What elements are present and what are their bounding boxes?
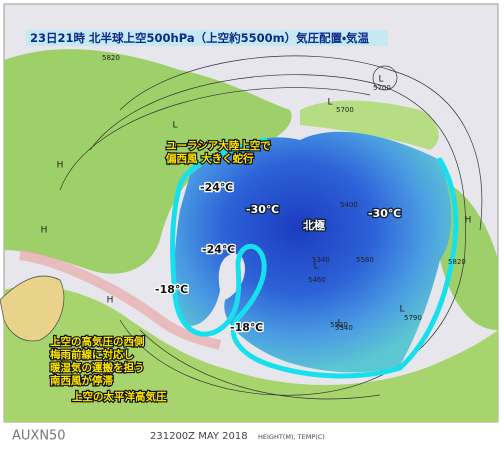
pole-label: 北極	[303, 218, 326, 232]
high-pressure-area	[0, 275, 65, 342]
jet-stream	[170, 137, 459, 379]
pressure-mark: L	[172, 121, 177, 131]
pressure-mark: H	[465, 216, 472, 226]
contours	[59, 55, 483, 400]
contour-label: 5790	[404, 314, 422, 322]
contour-label: 5580	[356, 256, 374, 264]
contour-label: 5340	[312, 256, 330, 264]
pressure-mark: H	[57, 161, 64, 171]
pressure-mark: L	[399, 305, 404, 315]
temperature-label: -18℃	[230, 321, 263, 334]
temperature-label: -24℃	[200, 181, 233, 194]
annotation-text: 南西風が停滞	[50, 374, 113, 387]
title: 23日21時 北半球上空500hPa（上空約5500m）気圧配置・気温	[30, 31, 369, 45]
land	[300, 100, 439, 150]
contour-label: 5400	[340, 201, 358, 209]
pressure-mark: H	[41, 226, 48, 236]
contour-line	[89, 74, 467, 396]
annotation-text: 梅雨前線に対応し	[50, 348, 134, 361]
annotation-text: 偏西風 大きく蛇行	[165, 152, 254, 165]
pressure-mark: L	[313, 262, 318, 272]
pressure-mark: L	[378, 75, 383, 85]
annotation-text: 暖湿気の運搬を担う	[50, 361, 145, 374]
contour-label: 5820	[102, 54, 120, 62]
contour-label: 5820	[448, 258, 466, 266]
pressure-mark: H	[107, 296, 114, 306]
southwest-flow	[19, 250, 222, 350]
contour-label: 5460	[308, 276, 326, 284]
contour-line	[119, 55, 483, 231]
annotation-text: 上空の高気圧の西側	[50, 335, 145, 348]
contour-line	[372, 65, 398, 91]
contour-label: 5700	[336, 106, 354, 114]
land	[4, 49, 292, 274]
pressure-mark: L	[327, 98, 332, 108]
contour-line	[59, 87, 371, 191]
annotation-text: ユーラシア大陸上空で	[166, 139, 271, 152]
title-box	[26, 30, 388, 46]
temperature-label: -30℃	[368, 207, 401, 220]
contour-line	[139, 329, 381, 400]
pressure-mark: L	[337, 319, 342, 329]
land	[4, 286, 498, 422]
annotation-text: 上空の太平洋高気圧	[72, 390, 167, 403]
footer-units: HEIGHT(M), TEMP(C)	[258, 433, 325, 441]
footer-time: 231200Z MAY 2018	[150, 431, 248, 442]
temperature-label: -24℃	[202, 243, 235, 256]
footer-code: AUXN50	[12, 429, 66, 444]
temperature-label: -18℃	[155, 283, 188, 296]
temperature-label: -30℃	[246, 203, 279, 216]
contour-label: 5340	[335, 324, 353, 332]
contour-label: 5520	[330, 321, 348, 329]
contour-label: 5700	[373, 84, 391, 92]
